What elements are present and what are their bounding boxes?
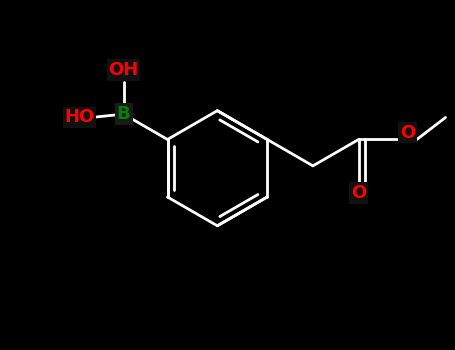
Text: OH: OH	[108, 61, 139, 79]
Text: O: O	[351, 184, 366, 202]
Text: O: O	[400, 124, 415, 142]
Text: B: B	[117, 105, 130, 123]
Text: HO: HO	[65, 108, 95, 126]
